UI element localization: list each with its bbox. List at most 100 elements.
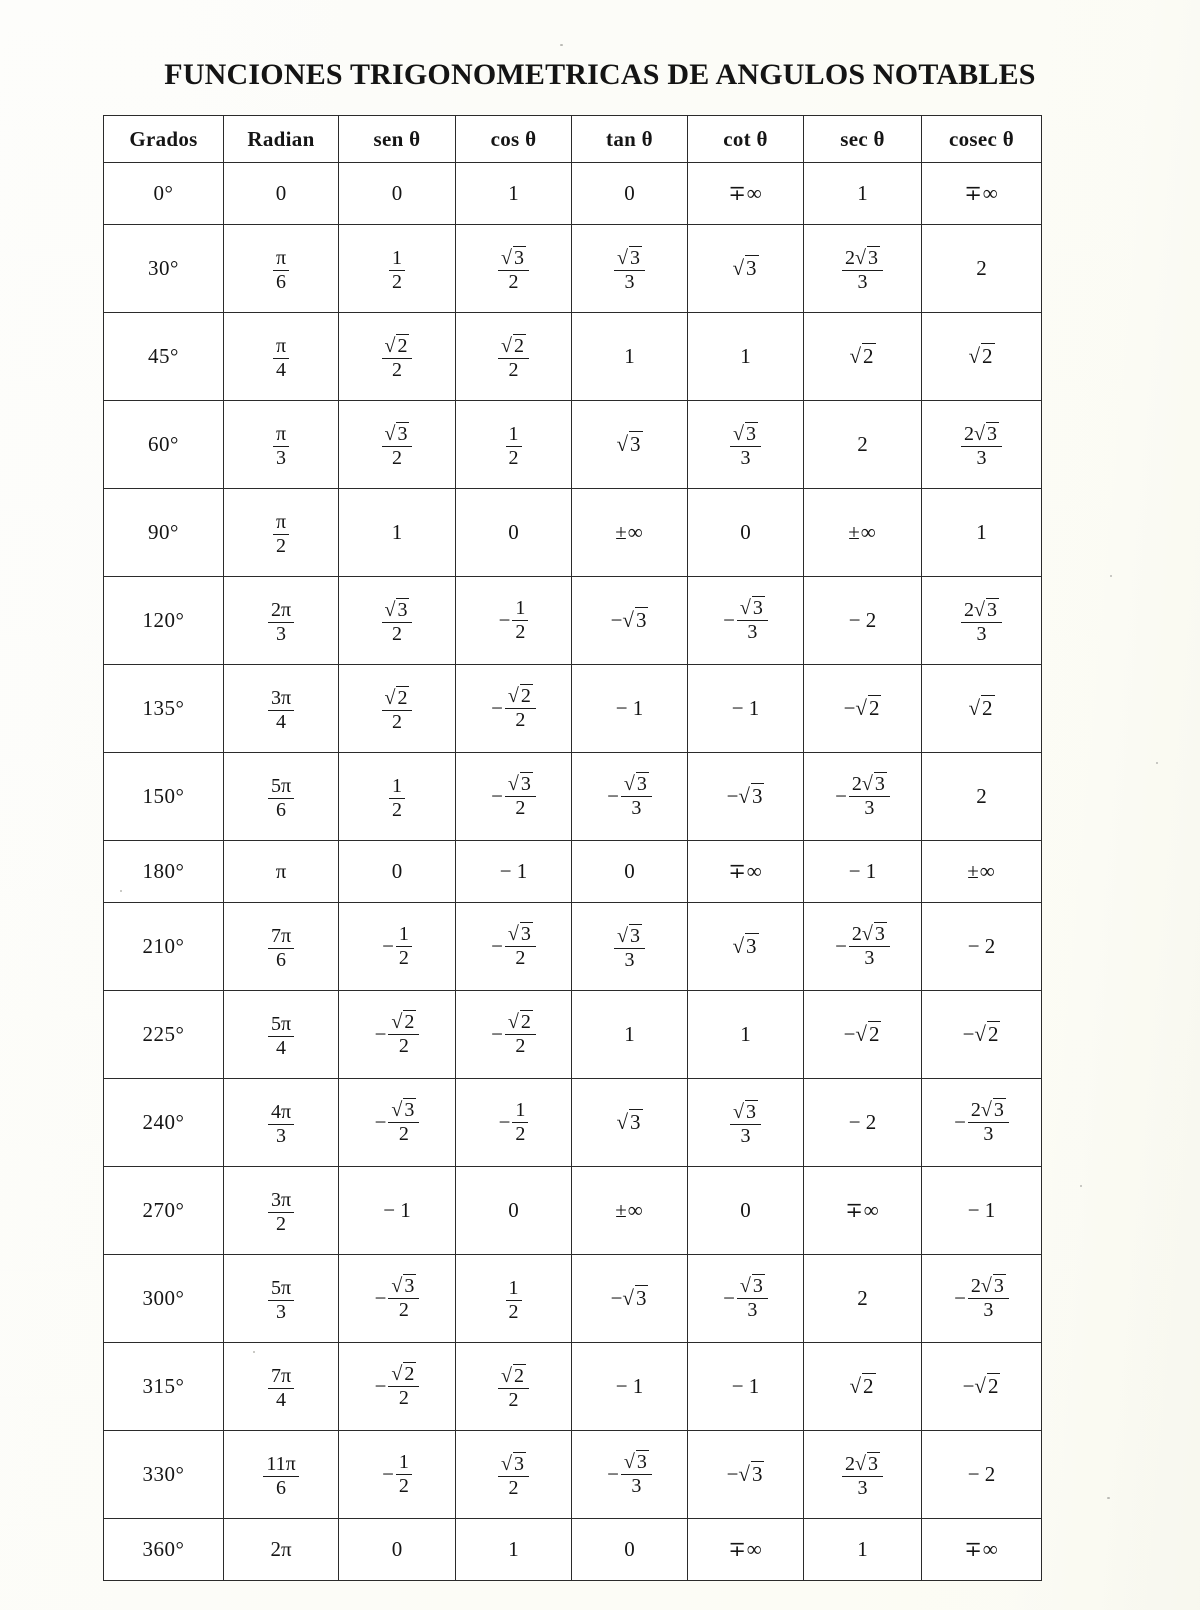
cell-sec: √2: [803, 312, 922, 401]
cell-value: ∓∞: [728, 181, 763, 205]
cell-radian: 2π: [223, 1518, 339, 1581]
radical-expression: 2√ 3: [851, 772, 887, 795]
cell-sen: − √ 2 2: [338, 1342, 456, 1431]
fraction: √ 3 3: [620, 1450, 652, 1497]
cell-value: 0: [624, 859, 635, 883]
cell-value: 0: [508, 520, 519, 544]
cell-sec: − 1: [803, 840, 922, 903]
fraction-numerator: √ 3: [504, 922, 536, 947]
radical-expression: √2: [391, 1010, 417, 1033]
fraction-numerator: √ 3: [620, 772, 652, 797]
radical-expression: √3: [623, 1450, 649, 1473]
column-header-sec: sec θ: [803, 115, 922, 163]
cell-tan: 1: [571, 990, 688, 1079]
fraction-denominator: 2: [508, 1388, 519, 1411]
radical-expression: √3: [738, 1461, 765, 1486]
cell-value: √ 3 3: [730, 421, 761, 469]
fraction-denominator: 2: [515, 1123, 526, 1145]
fraction-denominator: 3: [864, 797, 875, 819]
radical-expression: √3: [733, 1099, 758, 1123]
fraction-numerator: √ 3: [504, 772, 536, 797]
fraction: √ 3 3: [730, 1099, 761, 1147]
cell-value: − 2: [967, 934, 996, 958]
cell-value: 1: [857, 1537, 868, 1561]
cell-cosec: − 2: [921, 902, 1042, 991]
cell-radian: 2π 3: [223, 576, 339, 665]
cell-value: − 2: [967, 1462, 996, 1486]
radical-expression: √3: [732, 255, 759, 280]
cell-value: 1: [976, 520, 987, 544]
fraction-denominator: 6: [275, 948, 286, 971]
cell-value: √2: [849, 343, 876, 368]
radical-expression: √2: [855, 1021, 882, 1046]
cell-angle-degrees: 135°: [103, 664, 224, 753]
fraction-denominator: 2: [398, 947, 409, 969]
radical-expression: 2√ 3: [964, 421, 999, 445]
table-row: 180° π 0 − 1 0 ∓∞ − 1 ±∞: [103, 840, 1042, 903]
fraction-numerator: 1: [395, 1452, 412, 1475]
fraction: √ 3 2: [388, 1274, 420, 1321]
fraction-numerator: √ 3: [730, 421, 761, 447]
radical-expression: √3: [738, 783, 765, 808]
radical-expression: √3: [616, 1109, 643, 1134]
trigonometric-values-table: Grados Radian sen θ cos θ tan θ cot θ sec θ cos…: [103, 115, 1042, 1581]
column-header-cos: cos θ: [455, 115, 572, 163]
cell-radian: 5π 3: [223, 1254, 339, 1343]
table-row: 60° π 3 √ 3 2 1 2 √3 √ 3 3 2 2√ 3 3: [103, 400, 1042, 489]
fraction: √ 3 3: [614, 245, 645, 293]
cell-cos: √ 2 2: [455, 1342, 572, 1431]
scan-speck: [1156, 762, 1158, 764]
fraction-numerator: √ 2: [388, 1362, 420, 1387]
cell-cot: − √ 3 3: [687, 1254, 804, 1343]
cell-angle-degrees: 330°: [103, 1430, 224, 1519]
cell-tan: √3: [571, 1078, 688, 1167]
fraction-numerator: √ 2: [388, 1010, 420, 1035]
radical-expression: √2: [391, 1362, 417, 1385]
cell-value: 2: [857, 432, 868, 456]
cell-value: √ 2 2: [498, 1363, 529, 1411]
cell-sec: √2: [803, 1342, 922, 1431]
cell-cot: √3: [687, 224, 804, 313]
cell-value: − 1: [615, 1374, 644, 1398]
cell-value: √ 3 2: [381, 597, 413, 645]
fraction-numerator: √ 3: [498, 1451, 529, 1477]
scan-speck: [1107, 1497, 1110, 1499]
cell-value: − √ 3 3: [723, 1274, 768, 1321]
fraction: √ 3 3: [736, 1274, 768, 1321]
cell-value: 0: [391, 859, 403, 883]
fraction-denominator: 3: [983, 1123, 994, 1145]
cell-radian: 7π 4: [223, 1342, 339, 1431]
fraction-numerator: 3π: [267, 687, 295, 711]
fraction-denominator: 2: [508, 358, 519, 381]
cell-cot: − √ 3 3: [687, 576, 804, 665]
fraction-numerator: √ 3: [736, 1274, 768, 1299]
radical-expression: √2: [384, 333, 410, 357]
cell-angle-degrees: 90°: [103, 488, 224, 577]
cell-radian: 3π 4: [223, 664, 339, 753]
cell-cos: −1 2: [455, 1078, 572, 1167]
cell-value: −1 2: [499, 1100, 529, 1145]
fraction-denominator: 2: [391, 358, 402, 381]
table-row: 0° 0 0 1 0 ∓∞ 1 ∓∞: [103, 162, 1042, 225]
cell-tan: 0: [571, 840, 688, 903]
cell-value: 1: [740, 344, 751, 368]
cell-value: −√2: [843, 1021, 882, 1046]
cell-value: 0: [624, 181, 635, 205]
cell-cot: 1: [687, 312, 804, 401]
cell-value: √2: [849, 1373, 876, 1398]
cell-sen: √ 3 2: [338, 400, 456, 489]
cell-cot: √ 3 3: [687, 400, 804, 489]
cell-tan: −√3: [571, 576, 688, 665]
cell-angle-degrees: 180°: [103, 840, 224, 903]
fraction-denominator: 2: [392, 270, 402, 293]
cell-radian: π: [223, 840, 339, 903]
fraction-denominator: 6: [275, 1476, 286, 1499]
cell-tan: − √ 3 3: [571, 752, 688, 841]
cell-angle-degrees: 240°: [103, 1078, 224, 1167]
cell-tan: ±∞: [571, 488, 688, 577]
fraction-denominator: 4: [275, 1036, 286, 1059]
